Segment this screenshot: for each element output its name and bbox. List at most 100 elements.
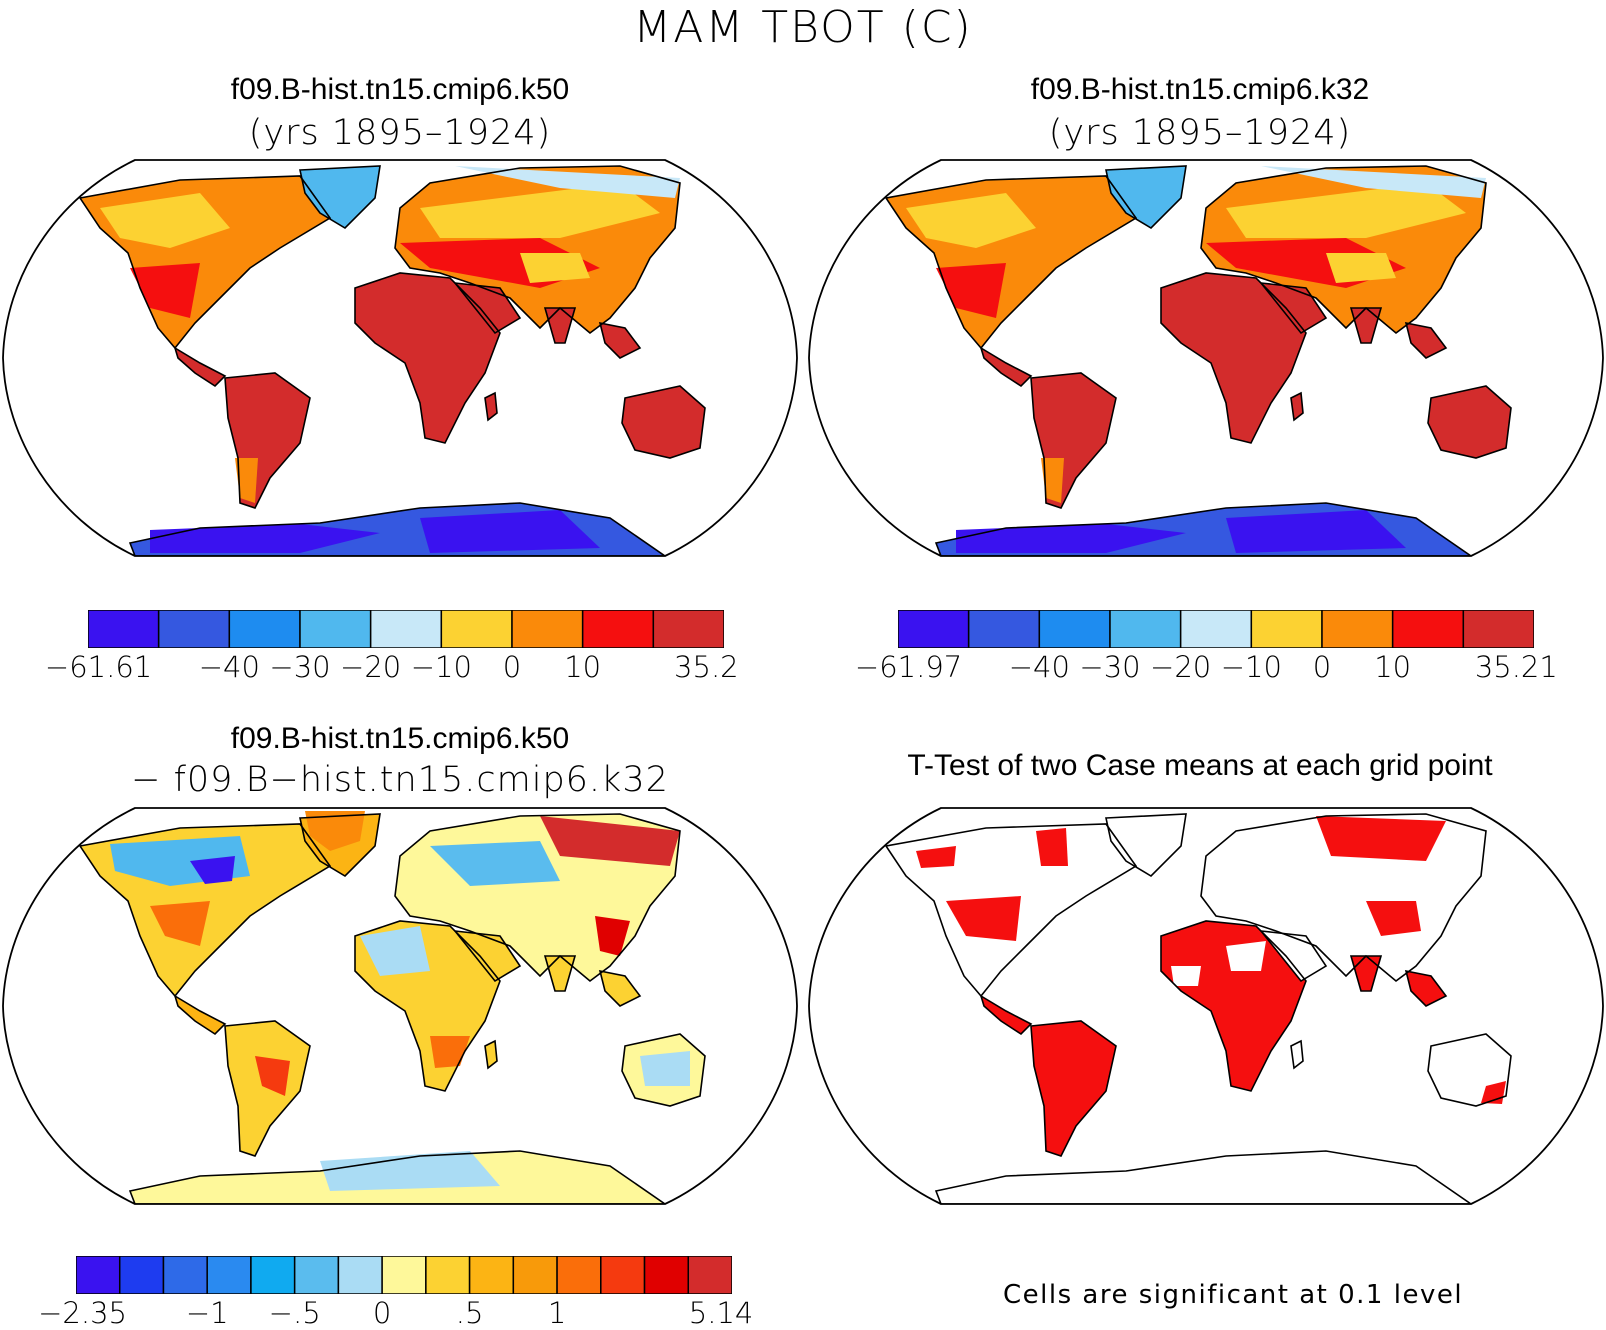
figure-title: MAM TBOT (C) [633,2,973,53]
colorbar-box [1391,610,1465,648]
colorbar-tick-label: −2.35 [38,1296,127,1330]
colorbar-box [967,610,1041,648]
colorbar-box [512,1256,558,1294]
map-frame [2,807,798,1205]
panel2-title-line1: f09.B-hist.tn15.cmip6.k32 [1030,73,1370,106]
field-patch [906,193,1036,248]
map-case1 [2,159,798,557]
coastline-southAmerica [1030,372,1117,509]
field-patch [946,896,1021,941]
colorbar-box [600,1256,646,1294]
map-frame [808,807,1604,1205]
coastline-arabia [453,929,522,983]
field-patch [1226,510,1406,553]
land-madagascar [1291,1041,1303,1068]
colorbar-box [76,1256,121,1294]
colorbar-box [1321,610,1394,648]
colorbar-difference: −2.35 −1 −.5 0 .5 1 5.14 [38,1256,753,1330]
field-patch [1366,901,1421,936]
land-australia [622,386,705,458]
field-patch [150,524,380,553]
colorbar-tick-label: −61.61 [44,650,153,684]
field-patch [1226,941,1266,971]
land-centralAmerica [175,996,225,1034]
coastline-arabia [1259,929,1328,983]
panel1-title-line1: f09.B-hist.tn15.cmip6.k50 [230,73,570,106]
land-southAmerica [1031,1021,1116,1156]
colorbar-box [1250,610,1323,648]
significance-note: Cells are significant at 0.1 level [1003,1280,1464,1310]
field-patch [640,1051,690,1086]
field-patch [305,811,365,851]
colorbar-box [581,610,655,648]
colorbar-box [250,1256,296,1294]
land-seAsia [1406,323,1446,358]
coastline-india [1349,307,1383,344]
coastline-greenland [299,813,381,878]
panel3-title-line2: − f09.B−hist.tn15.cmip6.k32 [131,760,669,800]
colorbar-tick-label: −30 [269,650,331,684]
colorbar-tick-label: 35.21 [1474,650,1558,684]
field-patch [1326,253,1396,283]
colorbar-box [157,610,231,648]
colorbar-box [293,1256,340,1294]
coastline-seAsia [1404,969,1448,1007]
colorbar-tick-label: 10 [564,650,602,684]
field-patch [420,510,600,553]
coastline-northAmerica [884,175,1138,350]
coastline-eurasia [394,813,681,983]
panel1-title-line2: (yrs 1895–1924) [248,113,552,153]
colorbar-box [652,610,724,648]
coastline-india [1349,955,1383,992]
map-difference [2,807,798,1205]
coastline-madagascar [1290,1039,1304,1070]
field-patch [235,458,258,503]
colorbar-tick-label: −40 [1008,650,1070,684]
colorbar-case2: −61.97 −40 −30 −20 −10 0 10 35.21 [855,610,1558,684]
land-southAmerica [1031,373,1116,508]
colorbar-tick-label: −1 [185,1296,229,1330]
land-africa [1161,273,1306,443]
land-australia [1428,386,1511,458]
colorbar-box [687,1256,732,1294]
coastline-centralAmerica [979,346,1033,388]
coastline-centralAmerica [979,994,1033,1036]
colorbar-box [118,1256,165,1294]
field-patch [455,166,680,198]
land-centralAmerica [981,348,1031,386]
colorbar-tick-label: −20 [1150,650,1212,684]
coastline-southAmerica [224,1020,311,1157]
panel2-title-line2: (yrs 1895–1924) [1048,113,1352,153]
land-layer [884,165,1512,556]
colorbar-tick-label: −30 [1079,650,1141,684]
coastline-southAmerica [224,372,311,509]
colorbar-tick-label: −61.97 [854,650,963,684]
field-patch [430,841,560,886]
coastline-arabia [1259,281,1328,335]
map-frame [808,159,1604,557]
field-patch [320,1151,500,1191]
field-patch [1226,183,1466,238]
field-patch [255,1056,290,1096]
field-patch [520,253,590,283]
coastline-northAmerica [78,175,332,350]
colorbar-box [337,1256,383,1294]
colorbar-box [898,610,970,648]
coastline-australia [621,385,706,459]
colorbar-tick-label: 10 [1374,650,1412,684]
panel3-title-line1: f09.B-hist.tn15.cmip6.k50 [230,722,570,755]
map-ttest [808,807,1604,1205]
land-centralAmerica [175,348,225,386]
coastline-northAmerica [78,823,332,998]
colorbar-box [381,1256,427,1294]
colorbar-tick-label: 0 [372,1296,392,1330]
map-frame [2,159,798,557]
colorbar-tick-label: −.5 [268,1296,321,1330]
field-patch [1171,966,1201,986]
colorbar-box [440,610,513,648]
coastline-antarctica [128,1150,668,1204]
coastline-madagascar [1290,391,1304,422]
colorbar-box [468,1256,515,1294]
field-patch [540,816,680,866]
field-patch [150,901,210,946]
